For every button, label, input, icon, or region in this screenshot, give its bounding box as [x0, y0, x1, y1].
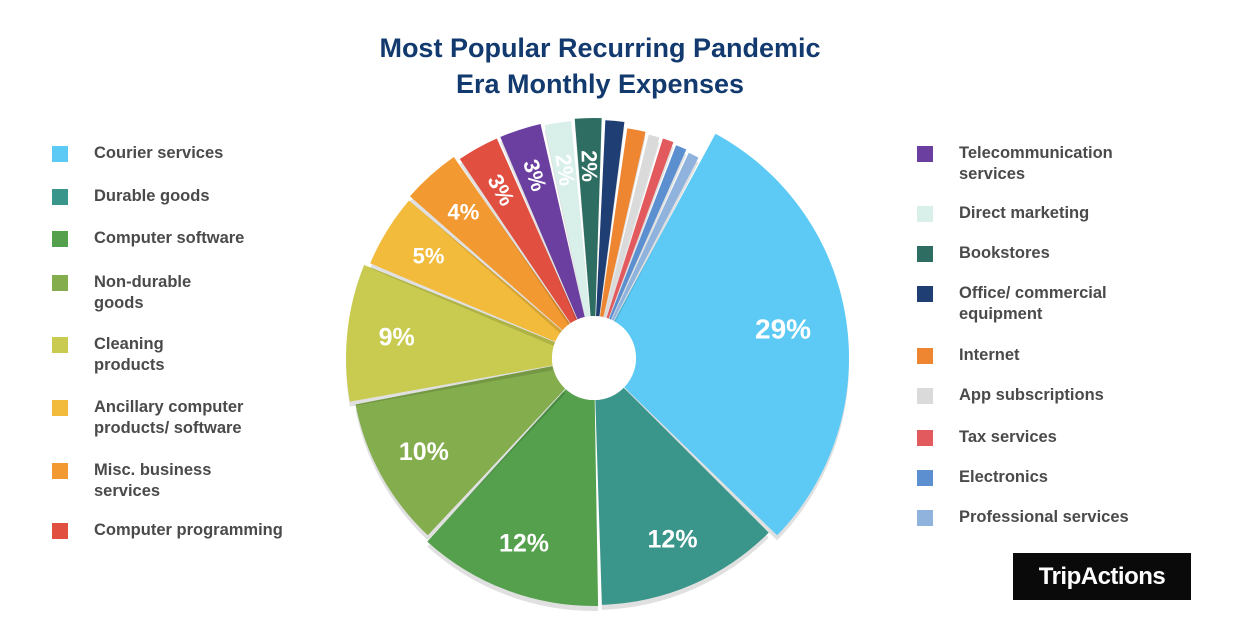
legend-swatch: [917, 510, 933, 526]
legend-label: Ancillary computer products/ software: [94, 398, 244, 437]
donut-hole: [552, 316, 636, 400]
legend-item: Office/ commercial equipment: [917, 283, 1189, 325]
legend-swatch: [917, 206, 933, 222]
legend-swatch: [52, 523, 68, 539]
legend-label: Electronics: [959, 468, 1048, 486]
pie-slice: [574, 118, 602, 317]
slice-label: 12%: [648, 525, 698, 553]
legend-swatch: [52, 463, 68, 479]
pie-slice-shadow: [609, 150, 687, 325]
slice-label: 29%: [755, 313, 811, 344]
tripactions-logo: TripActions: [1013, 553, 1191, 600]
legend-swatch: [917, 388, 933, 404]
pie-slice: [500, 124, 585, 320]
legend-item: Computer programming: [52, 520, 309, 541]
pie-slice: [355, 366, 566, 536]
slice-label: 9%: [379, 323, 415, 351]
legend-item: Electronics: [917, 467, 1189, 488]
pie-slice: [346, 264, 556, 402]
pie-slice: [595, 387, 769, 605]
legend-swatch: [917, 246, 933, 262]
chart-title: Most Popular Recurring Pandemic Era Mont…: [379, 33, 821, 99]
legend-label: Bookstores: [959, 244, 1050, 262]
legend-label: Computer software: [94, 229, 245, 247]
pie-slice: [544, 121, 590, 317]
legend-swatch: [917, 430, 933, 446]
legend-item: Cleaning products: [52, 334, 309, 376]
pie-slice: [600, 128, 646, 318]
pie-slice-shadow: [611, 157, 699, 326]
legend-swatch: [52, 275, 68, 291]
legend-label: App subscriptions: [959, 386, 1104, 404]
legend-label: Computer programming: [94, 521, 283, 539]
legend-label: Office/ commercial equipment: [959, 284, 1107, 323]
legend-swatch: [917, 470, 933, 486]
pie-slice: [614, 133, 850, 536]
legend-item: Professional services: [917, 507, 1189, 528]
legend-item: Durable goods: [52, 186, 309, 207]
pie-slice: [603, 134, 660, 318]
legend-label: Tax services: [959, 428, 1057, 446]
pie-slice: [370, 200, 563, 342]
legend-item: Internet: [917, 345, 1189, 366]
pie-slice: [409, 157, 570, 331]
legend-item: Non-durable goods: [52, 272, 309, 314]
pie-slice: [609, 145, 687, 320]
legend-swatch: [917, 348, 933, 364]
slice-label: 5%: [413, 243, 445, 268]
slice-label: 4%: [447, 199, 479, 224]
legend-item: Misc. business services: [52, 460, 309, 502]
legend-item: Bookstores: [917, 243, 1189, 264]
pie-slice: [596, 120, 625, 317]
slice-label: 12%: [499, 530, 549, 558]
legend-swatch: [917, 286, 933, 302]
legend-item: Courier services: [52, 143, 309, 164]
slice-label: 2%: [550, 152, 580, 187]
legend-label: Telecommunication services: [959, 144, 1113, 183]
legend-label: Internet: [959, 346, 1020, 364]
legend-item: Telecommunication services: [917, 143, 1189, 185]
legend-item: Computer software: [52, 228, 309, 249]
legend-swatch: [52, 400, 68, 416]
legend-label: Durable goods: [94, 187, 210, 205]
pie-slice: [611, 152, 699, 321]
legend-swatch: [917, 146, 933, 162]
slice-label: 2%: [576, 150, 602, 182]
legend-label: Cleaning products: [94, 335, 165, 374]
legend-item: Ancillary computer products/ software: [52, 397, 309, 439]
legend-label: Misc. business services: [94, 461, 212, 500]
legend-item: Direct marketing: [917, 203, 1189, 224]
legend-swatch: [52, 189, 68, 205]
legend-label: Direct marketing: [959, 204, 1090, 222]
legend-item: App subscriptions: [917, 385, 1189, 406]
legend-label: Professional services: [959, 508, 1129, 526]
legend-swatch: [52, 231, 68, 247]
pie-slice: [427, 389, 599, 606]
pie-slice: [606, 138, 674, 319]
legend-label: Non-durable goods: [94, 273, 192, 312]
legend-swatch: [52, 146, 68, 162]
slice-label: 10%: [399, 438, 449, 466]
legend-label: Courier services: [94, 144, 224, 162]
pie-slice-shadow: [606, 143, 674, 324]
pie-slice: [459, 138, 577, 324]
legend-item: Tax services: [917, 427, 1189, 448]
legend-swatch: [52, 337, 68, 353]
